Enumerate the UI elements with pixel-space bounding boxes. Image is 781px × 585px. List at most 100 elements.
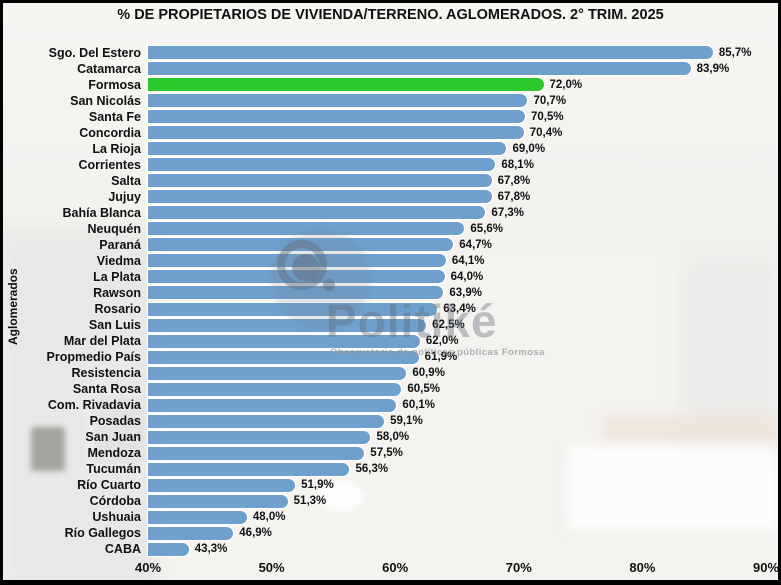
bar-row: Formosa 72,0% bbox=[9, 78, 766, 92]
category-label: Posadas bbox=[89, 414, 141, 429]
bar-row: Posadas 59,1% bbox=[9, 414, 766, 429]
bar bbox=[148, 270, 445, 284]
bar bbox=[148, 366, 407, 380]
value-label: 68,1% bbox=[501, 158, 534, 171]
bar-row: San Juan 58,0% bbox=[9, 430, 766, 445]
value-label: 61,9% bbox=[424, 351, 458, 364]
bar-track: 60,1% bbox=[148, 398, 766, 412]
category-label: Rawson bbox=[93, 285, 141, 300]
x-axis-tick-label: 90% bbox=[752, 560, 780, 575]
value-label: 69,0% bbox=[512, 142, 546, 155]
bar bbox=[148, 446, 365, 460]
bar bbox=[148, 430, 371, 444]
bar bbox=[148, 542, 189, 556]
bar-row: Paraná 64,7% bbox=[9, 238, 766, 252]
category-label: Ushuaia bbox=[92, 510, 141, 525]
bar-row: Resistencia 60,9% bbox=[9, 366, 766, 380]
bar-track: 69,0% bbox=[148, 142, 766, 156]
bar-track: 61,9% bbox=[148, 350, 766, 364]
bar-row: CABA 43,3% bbox=[9, 542, 766, 556]
category-label: Río Cuarto bbox=[77, 478, 141, 493]
bar-row: Jujuy 67,8% bbox=[9, 190, 766, 204]
bar-chart-plot-area: Sgo. Del Estero 85,7% Catamarca 83,9% Formos… bbox=[9, 45, 766, 557]
value-label: 67,3% bbox=[491, 206, 525, 219]
bar-row: La Plata 64,0% bbox=[9, 269, 766, 284]
bar-track: 60,5% bbox=[148, 382, 766, 396]
bar-row: Río Gallegos 46,9% bbox=[9, 526, 766, 540]
bar bbox=[148, 398, 397, 412]
bar-track: 60,9% bbox=[148, 366, 766, 380]
background-beige-strip bbox=[603, 415, 778, 445]
bar-track: 63,9% bbox=[148, 286, 766, 300]
category-label: La Plata bbox=[93, 269, 141, 284]
bar-track: 43,3% bbox=[148, 542, 766, 556]
value-label: 60,5% bbox=[407, 383, 440, 396]
bar bbox=[148, 62, 691, 76]
bar-track: 59,1% bbox=[148, 414, 766, 428]
bar-row: Salta 67,8% bbox=[9, 174, 766, 188]
bar-track: 64,7% bbox=[148, 238, 766, 252]
value-label: 43,3% bbox=[194, 543, 228, 556]
bar bbox=[148, 318, 427, 332]
bar bbox=[148, 174, 492, 188]
bar bbox=[148, 94, 528, 108]
category-label: Viedma bbox=[96, 253, 141, 268]
value-label: 64,7% bbox=[459, 238, 492, 251]
bar-row: Sgo. Del Estero 85,7% bbox=[9, 45, 766, 60]
y-axis-title: Aglomerados bbox=[6, 268, 20, 345]
bar bbox=[148, 478, 296, 492]
bar-row: La Rioja 69,0% bbox=[9, 142, 766, 156]
value-label: 67,8% bbox=[497, 190, 531, 203]
bar-track: 51,9% bbox=[148, 478, 766, 492]
value-label: 51,9% bbox=[301, 479, 334, 492]
value-label: 56,3% bbox=[355, 463, 389, 476]
bar bbox=[148, 190, 492, 204]
x-axis-tick-label: 40% bbox=[134, 560, 162, 575]
bar bbox=[148, 254, 446, 268]
value-label: 85,7% bbox=[718, 46, 752, 59]
category-label: Com. Rivadavia bbox=[47, 398, 141, 413]
category-label: Catamarca bbox=[77, 61, 141, 76]
bar-row: Mar del Plata 62,0% bbox=[9, 334, 766, 348]
bar-track: 58,0% bbox=[148, 430, 766, 444]
bar-track: 51,3% bbox=[148, 494, 766, 508]
bar-row: Propmedio País 61,9% bbox=[9, 350, 766, 365]
category-label: Corrientes bbox=[78, 157, 141, 172]
bar bbox=[148, 286, 444, 300]
category-label: Rosario bbox=[94, 302, 141, 316]
category-label: Santa Rosa bbox=[72, 382, 141, 397]
value-label: 63,9% bbox=[449, 286, 482, 299]
bar-row: San Luis 62,5% bbox=[9, 318, 766, 332]
category-label: Córdoba bbox=[89, 494, 141, 509]
bar bbox=[148, 526, 234, 540]
category-label: Tucumán bbox=[86, 462, 141, 477]
value-label: 46,9% bbox=[239, 527, 272, 540]
category-label: Sgo. Del Estero bbox=[48, 45, 141, 60]
bar-track: 67,8% bbox=[148, 174, 766, 188]
bar-row: Neuquén 65,6% bbox=[9, 222, 766, 236]
bar bbox=[148, 158, 496, 172]
bar-track: 67,3% bbox=[148, 206, 766, 220]
category-label: Santa Fe bbox=[88, 109, 141, 124]
value-label: 65,6% bbox=[470, 222, 504, 235]
x-axis-tick-label: 70% bbox=[505, 560, 532, 575]
bar-track: 72,0% bbox=[148, 78, 766, 92]
background-white-strip bbox=[568, 445, 778, 530]
category-label: Propmedio País bbox=[46, 350, 141, 365]
bar-track: 63,4% bbox=[148, 302, 766, 316]
category-label: San Juan bbox=[85, 430, 141, 445]
bar-row: Río Cuarto 51,9% bbox=[9, 478, 766, 493]
x-axis-tick-label: 60% bbox=[382, 560, 409, 575]
bar bbox=[148, 334, 420, 348]
bar bbox=[148, 110, 525, 124]
bar bbox=[148, 414, 385, 428]
value-label: 64,0% bbox=[450, 270, 484, 283]
bar-row: Córdoba 51,3% bbox=[9, 494, 766, 509]
bar bbox=[148, 222, 465, 236]
bar-row: San Nicolás 70,7% bbox=[9, 94, 766, 108]
x-axis: 40% 50% 60% 70% 80% 90% bbox=[135, 560, 778, 578]
bar-track: 64,1% bbox=[148, 254, 766, 268]
bar-track: 65,6% bbox=[148, 222, 766, 236]
bar bbox=[148, 382, 402, 396]
